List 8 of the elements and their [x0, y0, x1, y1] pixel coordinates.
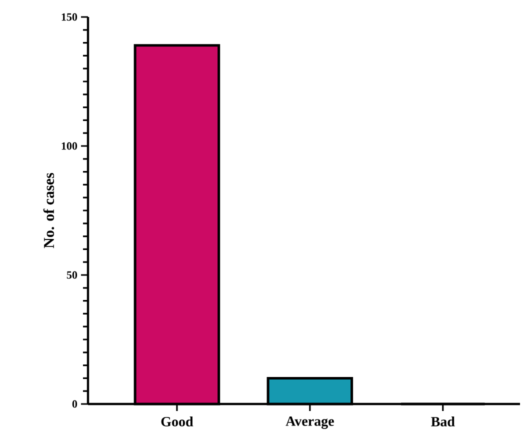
x-tick-label: Good — [161, 416, 194, 426]
y-tick-label: 150 — [62, 13, 78, 21]
y-tick-label: 100 — [62, 142, 78, 150]
x-tick-label: Bad — [431, 416, 455, 426]
y-tick-label: 50 — [66, 271, 78, 279]
y-tick-label: 0 — [72, 400, 78, 408]
y-axis-title: No. of cases — [43, 172, 54, 248]
x-tick-label: Average — [286, 416, 334, 429]
